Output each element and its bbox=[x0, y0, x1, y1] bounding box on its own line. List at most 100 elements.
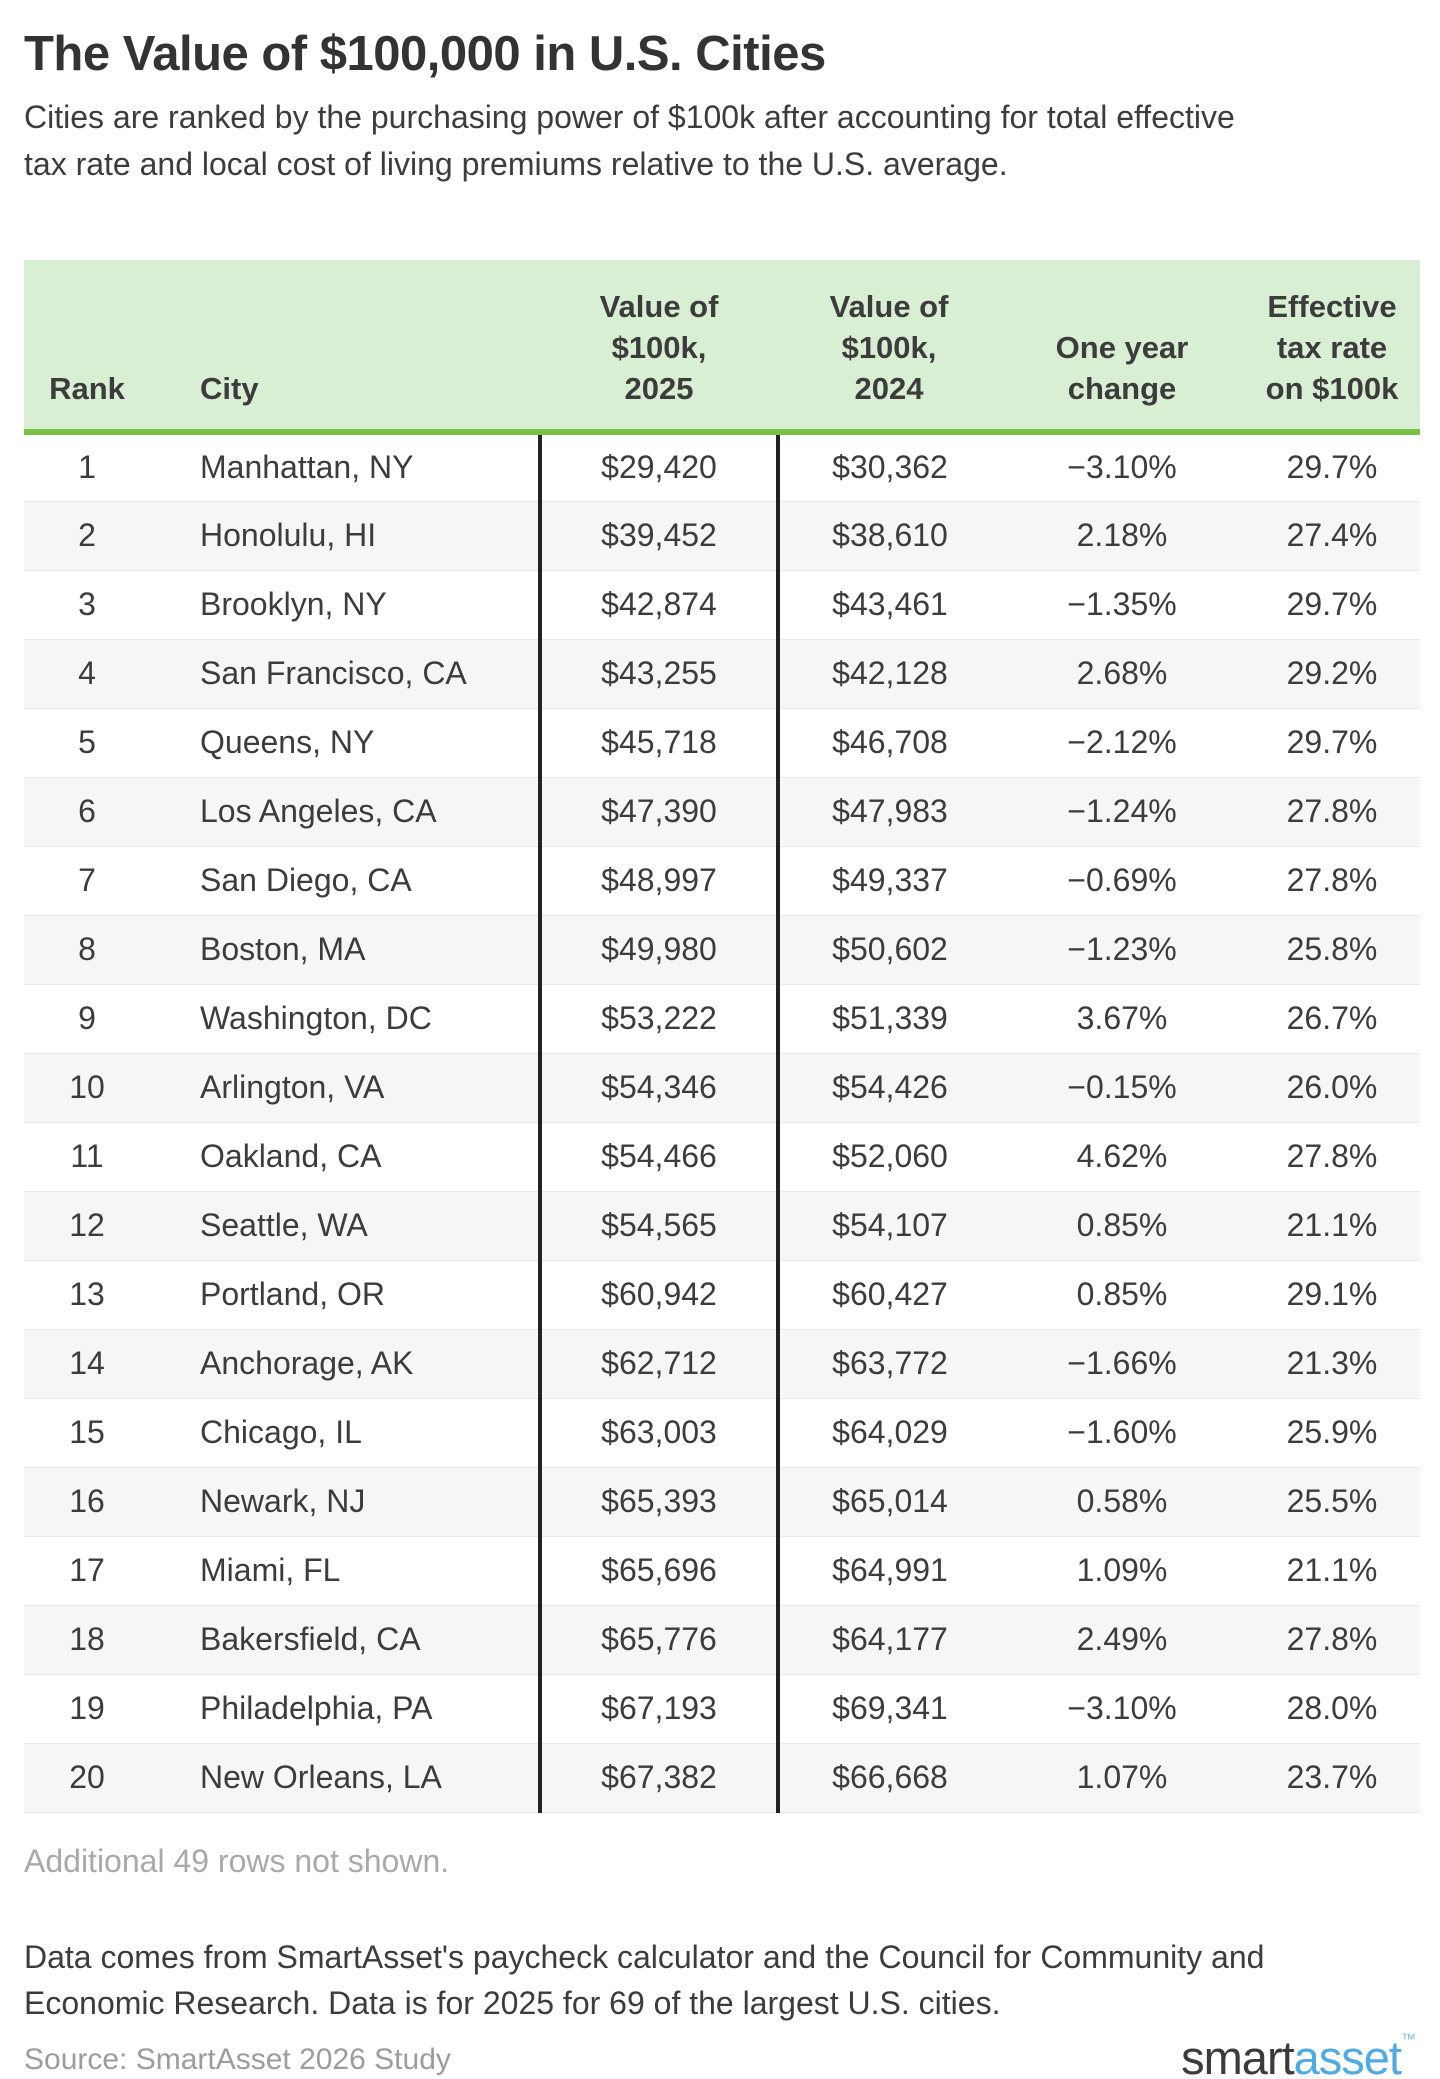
cell-value-2025: $48,997 bbox=[538, 845, 778, 915]
cell-rank: 18 bbox=[24, 1604, 150, 1674]
table-row: 16 Newark, NJ $65,393 $65,014 0.58% 25.5% bbox=[24, 1466, 1420, 1536]
cell-one-year-change: −2.12% bbox=[1000, 707, 1244, 777]
cell-rank: 9 bbox=[24, 983, 150, 1053]
infographic-page: The Value of $100,000 in U.S. Cities Cit… bbox=[0, 26, 1440, 2079]
cell-one-year-change: −1.66% bbox=[1000, 1328, 1244, 1398]
cell-value-2024: $65,014 bbox=[776, 1466, 1000, 1536]
cell-city: San Diego, CA bbox=[150, 845, 540, 915]
cell-city: Philadelphia, PA bbox=[150, 1673, 540, 1743]
table-row: 20 New Orleans, LA $67,382 $66,668 1.07% 23.7… bbox=[24, 1742, 1420, 1813]
city-value-table: Rank City Value of $100k, 2025 Value of … bbox=[24, 260, 1420, 1813]
cell-rank: 14 bbox=[24, 1328, 150, 1398]
column-header-value-2025: Value of $100k, 2025 bbox=[540, 260, 778, 435]
column-header-effective-tax-rate: Effective tax rate on $100k bbox=[1244, 260, 1420, 435]
cell-value-2024: $66,668 bbox=[776, 1742, 1000, 1813]
logo-text-smart: smart bbox=[1181, 2030, 1294, 2079]
cell-city: Manhattan, NY bbox=[200, 449, 414, 486]
page-title: The Value of $100,000 in U.S. Cities bbox=[24, 27, 826, 81]
cell-value-2025: $54,466 bbox=[538, 1121, 778, 1191]
cell-value-2025: $49,980 bbox=[538, 914, 778, 984]
cell-value-2024: $64,177 bbox=[776, 1604, 1000, 1674]
cell-effective-tax-rate: 27.8% bbox=[1244, 1604, 1420, 1674]
cell-effective-tax-rate: 27.4% bbox=[1244, 500, 1420, 570]
cell-value-2024: $46,708 bbox=[776, 707, 1000, 777]
cell-value-2024: $47,983 bbox=[776, 776, 1000, 846]
table-row: 15 Chicago, IL $63,003 $64,029 −1.60% 25.9% bbox=[24, 1397, 1420, 1467]
cell-value-2025: $54,565 bbox=[538, 1190, 778, 1260]
cell-effective-tax-rate: 25.5% bbox=[1244, 1466, 1420, 1536]
cell-value-2024: $60,427 bbox=[776, 1259, 1000, 1329]
cell-rank: 10 bbox=[24, 1052, 150, 1122]
cell-rank: 2 bbox=[24, 500, 150, 570]
table-row: 19 Philadelphia, PA $67,193 $69,341 −3.10% 28… bbox=[24, 1673, 1420, 1743]
cell-rank: 20 bbox=[24, 1742, 150, 1813]
cell-value-2025: $67,382 bbox=[538, 1742, 778, 1813]
table-row: 17 Miami, FL $65,696 $64,991 1.09% 21.1% bbox=[24, 1535, 1420, 1605]
smartasset-logo: smartasset™ bbox=[1181, 2030, 1416, 2079]
cell-value-2025: $42,874 bbox=[538, 569, 778, 639]
cell-rank: 3 bbox=[24, 569, 150, 639]
table-row: 5 Queens, NY $45,718 $46,708 −2.12% 29.7% bbox=[24, 707, 1420, 777]
cell-one-year-change: 2.18% bbox=[1000, 500, 1244, 570]
cell-value-2024: $43,461 bbox=[776, 569, 1000, 639]
cell-one-year-change: 0.85% bbox=[1000, 1190, 1244, 1260]
additional-rows-note: Additional 49 rows not shown. bbox=[24, 1842, 450, 1879]
table-row: 13 Portland, OR $60,942 $60,427 0.85% 29.1% bbox=[24, 1259, 1420, 1329]
cell-value-2024: $50,602 bbox=[776, 914, 1000, 984]
cell-rank: 13 bbox=[24, 1259, 150, 1329]
cell-effective-tax-rate: 27.8% bbox=[1244, 776, 1420, 846]
cell-city: Washington, DC bbox=[150, 983, 540, 1053]
cell-rank: 17 bbox=[24, 1535, 150, 1605]
cell-value-2024: $64,991 bbox=[776, 1535, 1000, 1605]
cell-rank: 11 bbox=[24, 1121, 150, 1191]
column-header-one-year-change: One year change bbox=[1000, 260, 1244, 435]
cell-rank: 19 bbox=[24, 1673, 150, 1743]
cell-value-2025: $63,003 bbox=[538, 1397, 778, 1467]
cell-city: Queens, NY bbox=[150, 707, 540, 777]
cell-effective-tax-rate: 25.9% bbox=[1244, 1397, 1420, 1467]
cell-effective-tax-rate: 21.1% bbox=[1244, 1190, 1420, 1260]
cell-one-year-change: 2.68% bbox=[1000, 638, 1244, 708]
cell-value-2024: $63,772 bbox=[776, 1328, 1000, 1398]
cell-effective-tax-rate: 29.7% bbox=[1286, 449, 1378, 486]
table-row: 12 Seattle, WA $54,565 $54,107 0.85% 21.1% bbox=[24, 1190, 1420, 1260]
cell-value-2025: $65,393 bbox=[538, 1466, 778, 1536]
cell-city: Bakersfield, CA bbox=[150, 1604, 540, 1674]
cell-effective-tax-rate: 21.1% bbox=[1244, 1535, 1420, 1605]
cell-city: San Francisco, CA bbox=[150, 638, 540, 708]
cell-effective-tax-rate: 29.7% bbox=[1244, 707, 1420, 777]
cell-value-2024: $52,060 bbox=[776, 1121, 1000, 1191]
cell-city: Anchorage, AK bbox=[150, 1328, 540, 1398]
cell-one-year-change: −3.10% bbox=[1067, 449, 1177, 486]
cell-effective-tax-rate: 21.3% bbox=[1244, 1328, 1420, 1398]
cell-one-year-change: −0.69% bbox=[1000, 845, 1244, 915]
cell-value-2025: $54,346 bbox=[538, 1052, 778, 1122]
cell-rank: 16 bbox=[24, 1466, 150, 1536]
cell-value-2025: $45,718 bbox=[538, 707, 778, 777]
cell-one-year-change: 1.07% bbox=[1000, 1742, 1244, 1813]
cell-one-year-change: −1.23% bbox=[1000, 914, 1244, 984]
cell-value-2024: $69,341 bbox=[776, 1673, 1000, 1743]
cell-value-2025: $53,222 bbox=[538, 983, 778, 1053]
cell-rank: 1 bbox=[78, 449, 96, 486]
cell-value-2025: $39,452 bbox=[538, 500, 778, 570]
trademark-symbol: ™ bbox=[1401, 2030, 1416, 2048]
cell-one-year-change: 1.09% bbox=[1000, 1535, 1244, 1605]
cell-city: Portland, OR bbox=[150, 1259, 540, 1329]
cell-one-year-change: −0.15% bbox=[1000, 1052, 1244, 1122]
source-note: Source: SmartAsset 2026 Study bbox=[24, 2043, 451, 2077]
cell-effective-tax-rate: 29.7% bbox=[1244, 569, 1420, 639]
table-row: 8 Boston, MA $49,980 $50,602 −1.23% 25.8% bbox=[24, 914, 1420, 984]
cell-city: Brooklyn, NY bbox=[150, 569, 540, 639]
table-row: 11 Oakland, CA $54,466 $52,060 4.62% 27.8% bbox=[24, 1121, 1420, 1191]
cell-city: Seattle, WA bbox=[150, 1190, 540, 1260]
cell-effective-tax-rate: 27.8% bbox=[1244, 845, 1420, 915]
cell-effective-tax-rate: 27.8% bbox=[1244, 1121, 1420, 1191]
table-row: 4 San Francisco, CA $43,255 $42,128 2.68% 29.… bbox=[24, 638, 1420, 708]
cell-rank: 6 bbox=[24, 776, 150, 846]
page-subtitle: Cities are ranked by the purchasing powe… bbox=[24, 99, 1235, 182]
cell-value-2025: $60,942 bbox=[538, 1259, 778, 1329]
table-row: 3 Brooklyn, NY $42,874 $43,461 −1.35% 29.7% bbox=[24, 569, 1420, 639]
cell-effective-tax-rate: 23.7% bbox=[1244, 1742, 1420, 1813]
cell-rank: 15 bbox=[24, 1397, 150, 1467]
